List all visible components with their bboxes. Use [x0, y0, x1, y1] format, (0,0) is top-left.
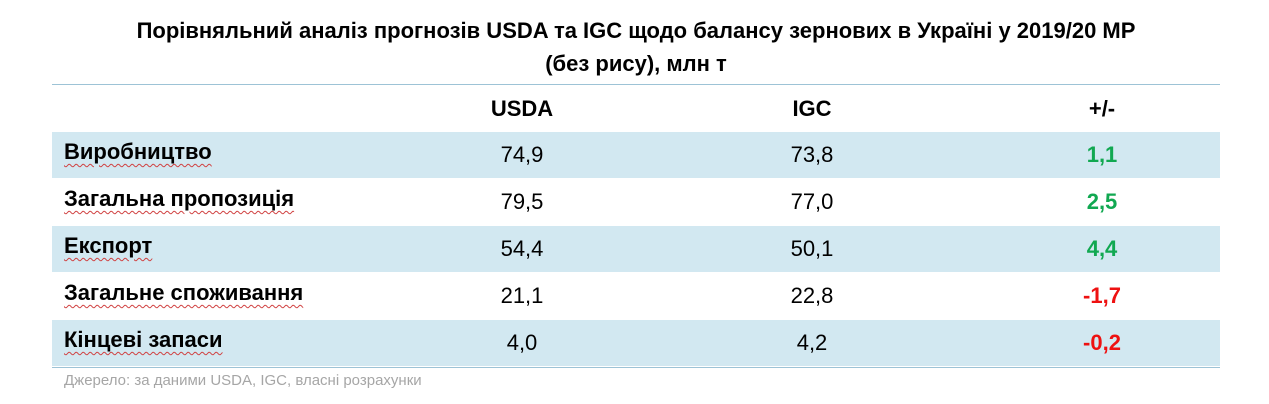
usda-value: 54,4	[500, 236, 544, 261]
igc-value: 73,8	[790, 142, 834, 167]
header-difference: +/-	[1088, 95, 1116, 121]
header-usda: USDA	[490, 95, 554, 121]
igc-value: 77,0	[790, 189, 834, 214]
table-row: Експорт 54,4 50,1 4,4	[52, 226, 1220, 273]
table-row: Кінцеві запаси 4,0 4,2 -0,2	[52, 320, 1220, 367]
row-label: Загальне споживання	[64, 280, 304, 305]
row-label: Експорт	[64, 233, 153, 258]
table-header-row: USDA IGC +/-	[52, 85, 1220, 132]
igc-value: 4,2	[796, 330, 828, 355]
table-row: Загальна пропозиція 79,5 77,0 2,5	[52, 179, 1220, 226]
title-line-1: Порівняльний аналіз прогнозів USDA та IG…	[136, 18, 1136, 43]
row-label: Кінцеві запаси	[64, 327, 223, 352]
usda-value: 74,9	[500, 142, 544, 167]
table-row: Загальне споживання 21,1 22,8 -1,7	[52, 273, 1220, 320]
difference-value: 1,1	[1086, 142, 1118, 167]
row-label: Виробництво	[64, 139, 212, 164]
difference-value: -0,2	[1083, 330, 1121, 355]
table-row: Виробництво 74,9 73,8 1,1	[52, 132, 1220, 179]
row-label: Загальна пропозиція	[64, 186, 295, 211]
igc-value: 22,8	[790, 283, 834, 308]
table-bottom-rule	[52, 367, 1220, 368]
grain-balance-table: USDA IGC +/- Виробництво 74,9 73,8 1,1 З…	[52, 84, 1220, 368]
igc-value: 50,1	[790, 236, 834, 261]
usda-value: 79,5	[500, 189, 544, 214]
title-line-2: (без рису), млн т	[545, 51, 727, 76]
header-igc: IGC	[792, 95, 832, 121]
table-top-rule	[52, 84, 1220, 85]
difference-value: 4,4	[1086, 236, 1118, 261]
difference-value: -1,7	[1083, 283, 1121, 308]
source-note: Джерело: за даними USDA, IGC, власні роз…	[64, 372, 422, 389]
usda-value: 4,0	[506, 330, 538, 355]
table-title: Порівняльний аналіз прогнозів USDA та IG…	[52, 14, 1220, 80]
usda-value: 21,1	[500, 283, 544, 308]
difference-value: 2,5	[1086, 189, 1118, 214]
